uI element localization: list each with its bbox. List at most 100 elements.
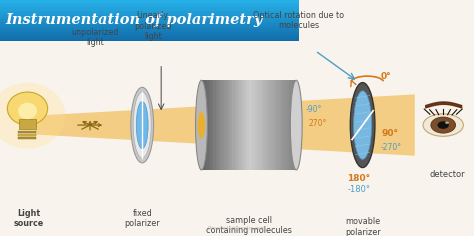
Bar	[0, 13, 299, 14]
Bar	[18, 131, 36, 133]
Ellipse shape	[133, 92, 151, 158]
Bar	[19, 119, 36, 129]
Text: unpolarized
light: unpolarized light	[71, 28, 118, 47]
Bar	[0, 14, 299, 15]
Bar	[284, 80, 287, 170]
Bar	[204, 80, 207, 170]
Bar	[0, 40, 299, 41]
Bar	[0, 26, 299, 28]
Bar	[254, 80, 256, 170]
Ellipse shape	[354, 91, 372, 159]
Text: Instrumentation of polarimetry: Instrumentation of polarimetry	[6, 13, 263, 27]
Polygon shape	[36, 94, 415, 156]
Bar	[0, 7, 299, 8]
Bar	[0, 36, 299, 37]
Bar	[251, 80, 254, 170]
Bar	[206, 80, 209, 170]
Bar	[0, 8, 299, 10]
Bar	[0, 21, 299, 22]
Bar	[292, 80, 294, 170]
Bar	[216, 80, 219, 170]
Ellipse shape	[131, 87, 154, 163]
Bar	[225, 80, 228, 170]
Text: 90°: 90°	[382, 129, 399, 138]
Bar	[242, 80, 245, 170]
Bar	[244, 80, 247, 170]
Bar	[0, 1, 299, 3]
Bar	[201, 80, 204, 170]
Bar	[230, 80, 233, 170]
Text: detector: detector	[429, 170, 465, 179]
Bar	[246, 80, 249, 170]
Ellipse shape	[136, 101, 148, 149]
Bar	[275, 80, 278, 170]
Bar	[209, 80, 211, 170]
Bar	[287, 80, 290, 170]
Text: 0°: 0°	[381, 72, 391, 81]
Ellipse shape	[431, 117, 456, 133]
Bar	[256, 80, 259, 170]
Ellipse shape	[18, 103, 37, 119]
Bar	[0, 37, 299, 38]
Bar	[0, 11, 299, 12]
Bar	[0, 29, 299, 30]
Bar	[237, 80, 240, 170]
Bar	[235, 80, 237, 170]
Text: fixed
polarizer: fixed polarizer	[124, 209, 160, 228]
Bar	[280, 80, 283, 170]
Text: Light
source: Light source	[13, 209, 44, 228]
Text: movable
polarizer: movable polarizer	[345, 217, 381, 236]
Bar	[0, 22, 299, 23]
Bar	[0, 38, 299, 40]
Bar	[0, 28, 299, 29]
Bar	[0, 19, 299, 21]
Ellipse shape	[7, 92, 47, 125]
Bar	[0, 25, 299, 26]
Bar	[18, 134, 36, 136]
Bar	[0, 32, 299, 33]
Bar	[261, 80, 264, 170]
Bar	[268, 80, 271, 170]
Bar	[220, 80, 223, 170]
Bar	[277, 80, 280, 170]
Text: -90°: -90°	[306, 105, 322, 114]
Bar	[270, 80, 273, 170]
Ellipse shape	[350, 83, 375, 168]
Bar	[0, 33, 299, 34]
Text: Optical rotation due to
molecules: Optical rotation due to molecules	[253, 11, 344, 30]
Bar	[0, 34, 299, 36]
Text: sample cell
containing molecules
for study: sample cell containing molecules for stu…	[206, 216, 292, 236]
Bar	[213, 80, 216, 170]
Bar	[249, 80, 252, 170]
Bar	[0, 30, 299, 32]
Bar	[258, 80, 261, 170]
Bar	[294, 80, 297, 170]
Bar	[0, 17, 299, 18]
Bar	[211, 80, 214, 170]
Bar	[228, 80, 230, 170]
Text: -270°: -270°	[381, 143, 402, 152]
Bar	[263, 80, 266, 170]
Ellipse shape	[198, 112, 205, 139]
Ellipse shape	[290, 80, 302, 170]
Ellipse shape	[195, 80, 208, 170]
Text: 270°: 270°	[309, 119, 327, 128]
Text: 180°: 180°	[347, 174, 370, 183]
Text: -180°: -180°	[347, 185, 370, 194]
Bar	[0, 3, 299, 4]
Bar	[232, 80, 235, 170]
Text: Priyamstudycentre.com: Priyamstudycentre.com	[208, 226, 266, 231]
Bar	[265, 80, 268, 170]
Bar	[218, 80, 221, 170]
Ellipse shape	[423, 114, 463, 136]
Ellipse shape	[438, 121, 449, 129]
Bar	[273, 80, 275, 170]
Bar	[0, 5, 299, 7]
Bar	[0, 10, 299, 11]
Bar	[0, 4, 299, 5]
Ellipse shape	[445, 122, 449, 124]
Bar	[0, 15, 299, 17]
Text: Linearly
polarized
light: Linearly polarized light	[134, 12, 171, 41]
Bar	[0, 23, 299, 25]
Bar	[282, 80, 285, 170]
